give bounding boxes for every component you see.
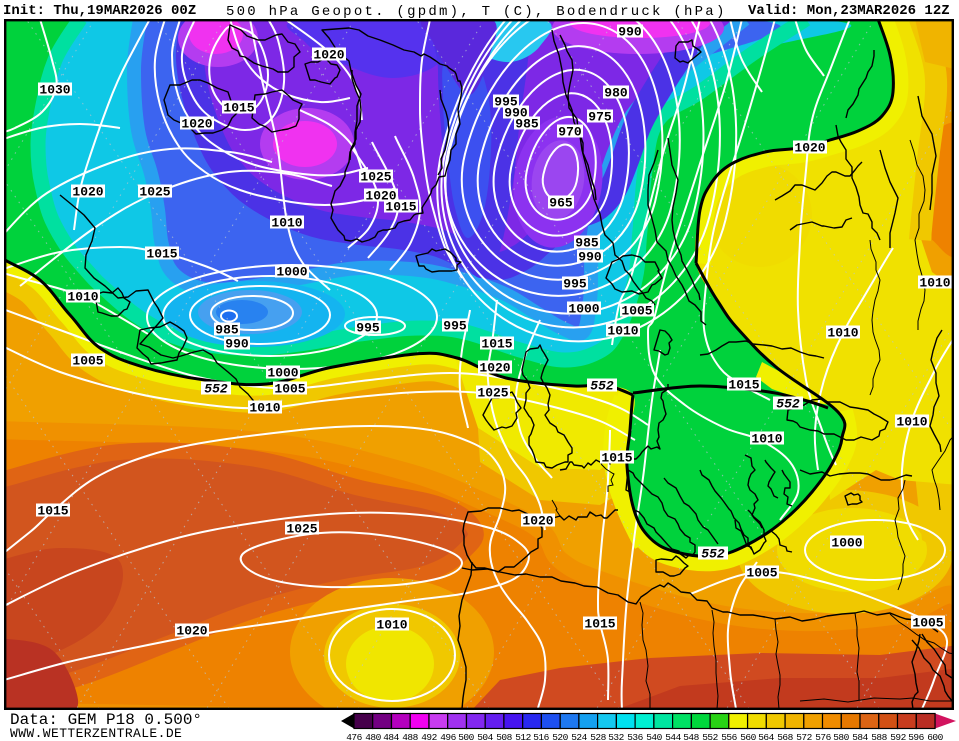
svg-text:1010: 1010 xyxy=(827,326,858,341)
svg-text:1020: 1020 xyxy=(479,361,510,376)
svg-text:1030: 1030 xyxy=(39,83,70,98)
svg-text:985: 985 xyxy=(215,323,239,338)
svg-text:476: 476 xyxy=(346,732,362,741)
svg-text:1000: 1000 xyxy=(831,536,862,551)
svg-text:1025: 1025 xyxy=(139,185,170,200)
svg-text:1005: 1005 xyxy=(621,304,652,319)
svg-text:492: 492 xyxy=(421,732,437,741)
svg-text:995: 995 xyxy=(443,319,467,334)
svg-text:1005: 1005 xyxy=(274,382,305,397)
svg-text:584: 584 xyxy=(852,732,868,741)
svg-text:1010: 1010 xyxy=(896,415,927,430)
svg-text:520: 520 xyxy=(552,732,568,741)
svg-text:536: 536 xyxy=(627,732,643,741)
svg-text:1020: 1020 xyxy=(522,514,553,529)
svg-text:1010: 1010 xyxy=(271,216,302,231)
svg-text:500 hPa Geopot. (gpdm), T (C),: 500 hPa Geopot. (gpdm), T (C), Bodendruc… xyxy=(226,4,727,20)
svg-text:1015: 1015 xyxy=(728,378,759,393)
svg-text:1010: 1010 xyxy=(67,290,98,305)
svg-text:990: 990 xyxy=(618,25,642,40)
svg-text:970: 970 xyxy=(558,125,582,140)
svg-text:548: 548 xyxy=(683,732,699,741)
svg-text:572: 572 xyxy=(796,732,812,741)
svg-text:1015: 1015 xyxy=(223,101,254,116)
svg-text:576: 576 xyxy=(815,732,831,741)
svg-text:975: 975 xyxy=(588,110,612,125)
svg-text:556: 556 xyxy=(721,732,737,741)
svg-text:Data: GEM P18 0.500°: Data: GEM P18 0.500° xyxy=(10,711,202,729)
svg-text:500: 500 xyxy=(458,732,474,741)
svg-text:Valid: Mon,23MAR2026 12Z: Valid: Mon,23MAR2026 12Z xyxy=(748,3,950,19)
svg-text:965: 965 xyxy=(549,196,573,211)
svg-text:496: 496 xyxy=(440,732,456,741)
svg-text:WWW.WETTERZENTRALE.DE: WWW.WETTERZENTRALE.DE xyxy=(10,726,182,741)
svg-text:1020: 1020 xyxy=(176,624,207,639)
svg-text:1000: 1000 xyxy=(267,366,298,381)
svg-text:1015: 1015 xyxy=(584,617,615,632)
svg-text:1020: 1020 xyxy=(794,141,825,156)
svg-text:568: 568 xyxy=(777,732,793,741)
svg-text:1020: 1020 xyxy=(72,185,103,200)
svg-text:552: 552 xyxy=(701,547,725,562)
svg-text:1010: 1010 xyxy=(376,618,407,633)
svg-text:512: 512 xyxy=(515,732,531,741)
svg-text:1000: 1000 xyxy=(568,302,599,317)
svg-text:592: 592 xyxy=(890,732,906,741)
svg-text:1025: 1025 xyxy=(360,170,391,185)
svg-text:1015: 1015 xyxy=(481,337,512,352)
svg-text:985: 985 xyxy=(515,117,539,132)
svg-text:564: 564 xyxy=(758,732,774,741)
svg-text:528: 528 xyxy=(590,732,606,741)
svg-text:1020: 1020 xyxy=(313,48,344,63)
svg-text:990: 990 xyxy=(578,250,602,265)
svg-text:1010: 1010 xyxy=(919,276,950,291)
svg-text:1015: 1015 xyxy=(385,200,416,215)
svg-text:524: 524 xyxy=(571,732,587,741)
svg-text:552: 552 xyxy=(204,382,228,397)
svg-text:1025: 1025 xyxy=(286,522,317,537)
svg-text:Init: Thu,19MAR2026 00Z: Init: Thu,19MAR2026 00Z xyxy=(3,3,196,19)
svg-text:600: 600 xyxy=(927,732,943,741)
svg-text:488: 488 xyxy=(402,732,418,741)
svg-text:1015: 1015 xyxy=(601,451,632,466)
svg-text:508: 508 xyxy=(496,732,512,741)
svg-text:1005: 1005 xyxy=(912,616,943,631)
svg-text:995: 995 xyxy=(563,277,587,292)
svg-text:552: 552 xyxy=(702,732,718,741)
svg-text:1020: 1020 xyxy=(181,117,212,132)
svg-text:532: 532 xyxy=(608,732,624,741)
svg-text:484: 484 xyxy=(383,732,399,741)
svg-text:1000: 1000 xyxy=(276,265,307,280)
svg-text:480: 480 xyxy=(365,732,381,741)
svg-text:540: 540 xyxy=(646,732,662,741)
svg-text:588: 588 xyxy=(871,732,887,741)
svg-text:1010: 1010 xyxy=(249,401,280,416)
svg-text:544: 544 xyxy=(665,732,681,741)
svg-text:552: 552 xyxy=(590,379,614,394)
svg-text:1005: 1005 xyxy=(746,566,777,581)
svg-text:990: 990 xyxy=(225,337,249,352)
svg-text:1010: 1010 xyxy=(607,324,638,339)
svg-text:985: 985 xyxy=(575,236,599,251)
svg-text:1015: 1015 xyxy=(146,247,177,262)
svg-text:980: 980 xyxy=(604,86,628,101)
svg-text:1025: 1025 xyxy=(477,386,508,401)
svg-text:560: 560 xyxy=(740,732,756,741)
svg-text:504: 504 xyxy=(477,732,493,741)
svg-text:552: 552 xyxy=(776,397,800,412)
svg-text:516: 516 xyxy=(533,732,549,741)
svg-text:1010: 1010 xyxy=(751,432,782,447)
svg-text:596: 596 xyxy=(908,732,924,741)
svg-text:1015: 1015 xyxy=(37,504,68,519)
svg-text:995: 995 xyxy=(356,321,380,336)
svg-text:1005: 1005 xyxy=(72,354,103,369)
svg-text:580: 580 xyxy=(833,732,849,741)
